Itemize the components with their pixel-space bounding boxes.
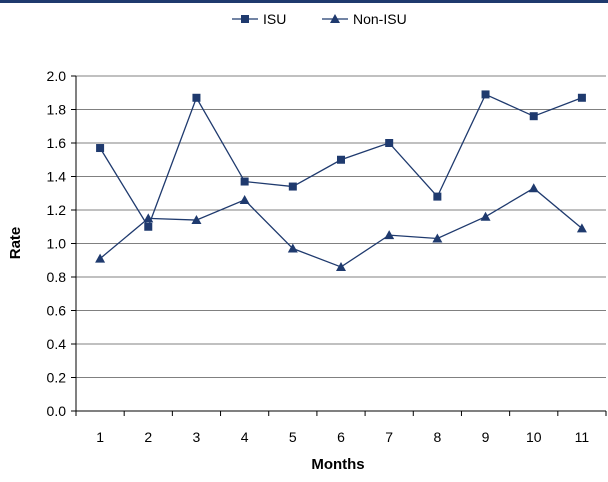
legend-item-1: Non-ISU — [322, 11, 407, 27]
data-point — [433, 193, 441, 201]
x-tick-label: 7 — [385, 429, 393, 445]
gridlines — [71, 76, 606, 416]
x-tick-label: 1 — [96, 429, 104, 445]
x-axis-title: Months — [311, 456, 364, 473]
series-1 — [95, 183, 587, 271]
x-tick-label: 6 — [337, 429, 345, 445]
data-point — [481, 212, 491, 221]
x-tick-label: 8 — [433, 429, 441, 445]
y-tick-label: 0.6 — [47, 303, 67, 319]
y-tick-label: 1.4 — [47, 169, 67, 185]
data-point — [578, 94, 586, 102]
x-tick-labels: 1 2 3 4 5 6 7 8 9 10 11 — [96, 429, 589, 445]
y-tick-label: 0.4 — [47, 336, 67, 352]
x-tick-label: 4 — [241, 429, 249, 445]
y-tick-label: 2.0 — [47, 68, 67, 84]
x-tick-label: 11 — [575, 429, 590, 445]
data-point — [529, 183, 539, 192]
data-point — [144, 223, 152, 231]
x-tick-label: 5 — [289, 429, 297, 445]
y-axis-title: Rate — [7, 227, 24, 260]
data-point — [482, 90, 490, 98]
data-point — [241, 178, 249, 186]
x-tick-label: 10 — [526, 429, 542, 445]
legend-label: Non-ISU — [353, 11, 407, 27]
y-tick-label: 0.0 — [47, 403, 67, 419]
x-tick-label: 9 — [482, 429, 490, 445]
data-point — [289, 183, 297, 191]
x-tick-label: 2 — [144, 429, 152, 445]
y-tick-label: 1.2 — [47, 202, 67, 218]
y-tick-label: 1.8 — [47, 102, 67, 118]
legend-marker — [241, 15, 249, 23]
legend-label: ISU — [263, 11, 286, 27]
y-tick-labels: 0.0 0.2 0.4 0.6 0.8 1.0 1.2 1.4 1.6 1.8 2.0 — [47, 68, 67, 419]
data-point — [337, 156, 345, 164]
y-tick-label: 1.0 — [47, 236, 67, 252]
series-line — [100, 188, 582, 267]
data-point — [384, 230, 394, 239]
y-tick-label: 0.2 — [47, 370, 67, 386]
data-point — [530, 112, 538, 120]
data-point — [192, 94, 200, 102]
data-point — [96, 144, 104, 152]
legend: ISU Non-ISU — [232, 11, 407, 27]
data-point — [240, 195, 250, 204]
legend-item-0: ISU — [232, 11, 286, 27]
data-point — [336, 262, 346, 271]
data-point — [385, 139, 393, 147]
x-tick-label: 3 — [193, 429, 201, 445]
y-tick-label: 0.8 — [47, 269, 67, 285]
y-tick-label: 1.6 — [47, 135, 67, 151]
